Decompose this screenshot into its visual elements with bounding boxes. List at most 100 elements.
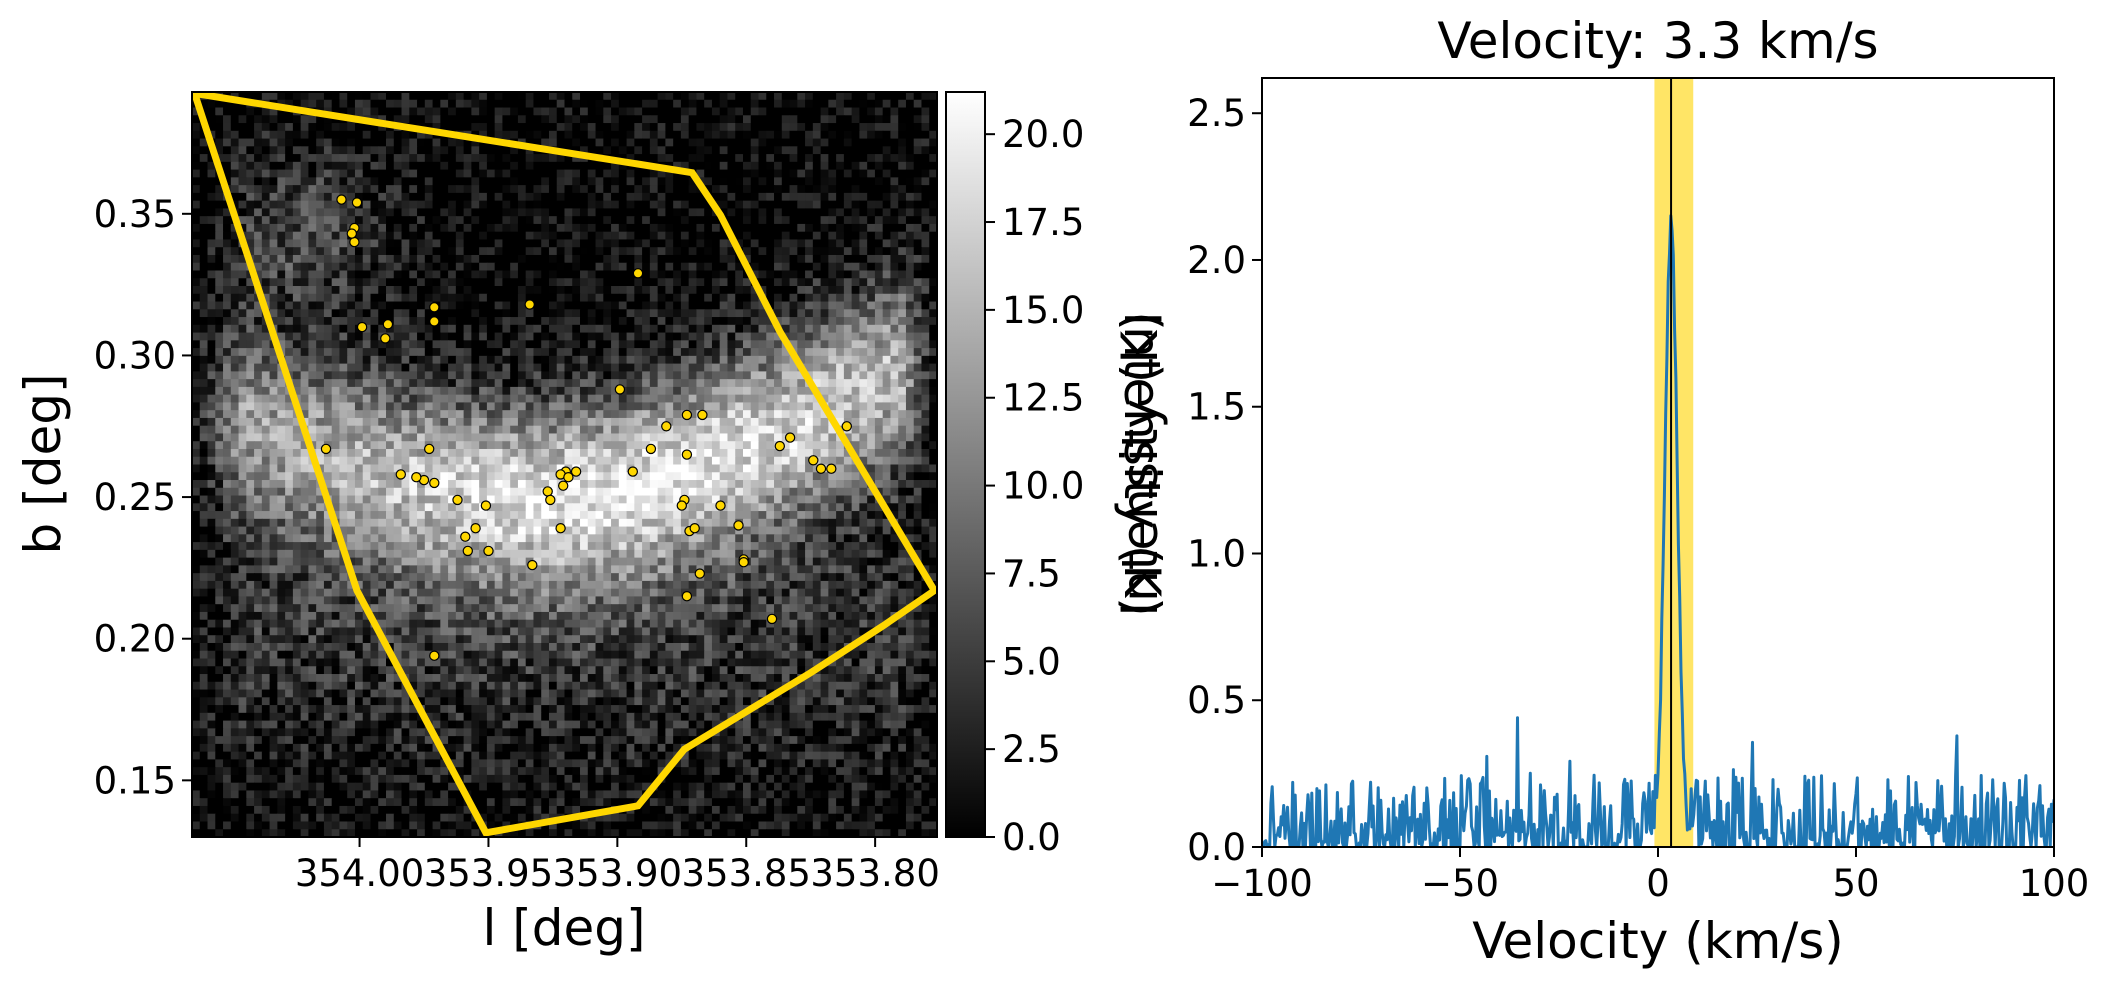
source-marker (424, 443, 435, 455)
colorbar-label: Intensity (K) (1111, 311, 1169, 616)
source-marker (697, 409, 708, 421)
source-marker (545, 494, 556, 506)
source-marker (349, 236, 360, 248)
colorbar-tick-label: 0.0 (1002, 816, 1061, 859)
spectrum-line (1262, 214, 2054, 847)
map-y-ticks: 0.15 0.20 0.25 0.30 0.35 (94, 193, 192, 802)
map-x-tick-label: 353.80 (810, 852, 939, 895)
source-marker (356, 321, 368, 333)
colorbar-tick-label: 15.0 (1002, 289, 1084, 332)
source-marker (462, 545, 473, 557)
colorbar-tick-label: 17.5 (1002, 201, 1084, 244)
source-marker (480, 500, 492, 511)
colorbar-label-mirrored: Intensity (K) (1113, 311, 1171, 616)
colorbar-tick-label: 12.5 (1002, 377, 1084, 420)
source-marker (346, 228, 357, 239)
map-y-axis-label: b [deg] (14, 374, 72, 555)
source-marker (429, 477, 440, 489)
source-marker (429, 316, 440, 327)
source-marker (320, 443, 332, 455)
colorbar-tick-label: 20.0 (1002, 113, 1084, 156)
source-marker (627, 466, 639, 477)
source-marker (738, 557, 749, 568)
source-marker (681, 409, 693, 421)
spectrum-y-tick-label: 0.5 (1187, 679, 1246, 722)
source-marker (645, 443, 657, 455)
spectrum-x-tick-label: 0 (1646, 862, 1670, 905)
source-marker (483, 545, 494, 557)
source-marker (784, 432, 796, 443)
source-marker (452, 494, 463, 506)
spectrum-y-tick-label: 1.5 (1187, 386, 1246, 429)
source-marker (570, 466, 582, 477)
spectrum-x-tick-label: −100 (1211, 862, 1313, 905)
source-marker (382, 319, 394, 330)
map-overlay (192, 92, 937, 837)
source-marker (524, 299, 535, 310)
source-marker (815, 463, 827, 474)
source-marker (733, 520, 744, 531)
map-x-tick-label: 353.85 (682, 852, 811, 895)
spectrum-y-ticks: 0.0 0.5 1.0 1.5 2.0 2.5 (1187, 92, 1262, 869)
source-marker (470, 523, 481, 534)
source-marker (429, 650, 440, 661)
source-marker (826, 463, 837, 474)
colorbar-tick-label: 2.5 (1002, 728, 1061, 771)
intensity-map (192, 92, 937, 837)
map-x-axis-label: l [deg] (482, 899, 645, 957)
map-y-tick-label: 0.20 (94, 618, 176, 661)
source-marker (766, 613, 778, 625)
map-y-tick-label: 0.25 (94, 476, 176, 519)
source-marker (681, 591, 693, 602)
source-marker (661, 421, 672, 432)
source-marker (395, 469, 406, 480)
map-y-tick-label: 0.15 (94, 759, 176, 802)
map-x-tick-label: 353.95 (424, 852, 553, 895)
spectrum-x-axis-label: Velocity (km/s) (1472, 912, 1844, 970)
colorbar: 0.0 2.5 5.0 7.5 10.0 12.5 15.0 17.5 20.0 Intensi… (945, 91, 1171, 859)
map-frame (191, 91, 938, 838)
spectrum-y-tick-label: 2.5 (1187, 92, 1246, 135)
source-marker (632, 268, 644, 279)
map-y-tick-label: 0.30 (94, 334, 176, 377)
source-marker (527, 559, 538, 571)
colorbar-tick-label: 10.0 (1002, 465, 1084, 508)
source-marker (558, 480, 569, 491)
colorbar-gradient (945, 91, 986, 838)
region-polygon (192, 92, 937, 837)
spectrum-title: Velocity: 3.3 km/s (1437, 12, 1878, 70)
spectrum-y-tick-label: 2.0 (1187, 239, 1246, 282)
source-marker (694, 568, 706, 579)
spectrum-x-tick-label: 50 (1832, 862, 1879, 905)
source-marker (429, 302, 440, 313)
source-marker (841, 421, 853, 432)
source-marker (808, 455, 819, 466)
source-marker (351, 197, 363, 208)
spectrum-panel: Velocity: 3.3 km/s −100 −50 0 50 100 0.0 0.5 1… (1187, 12, 2089, 970)
spectrum-y-tick-label: 0.0 (1187, 826, 1246, 869)
spectrum-y-tick-label: 1.0 (1187, 532, 1246, 575)
source-marker (336, 194, 347, 205)
spectrum-x-tick-label: 100 (2019, 862, 2090, 905)
colorbar-tick-label: 7.5 (1002, 552, 1061, 595)
spectrum-plot (1262, 78, 2054, 847)
map-x-tick-label: 354.00 (295, 852, 424, 895)
source-marker (380, 333, 391, 344)
source-marker (542, 486, 553, 497)
colorbar-tick-label: 5.0 (1002, 640, 1061, 683)
source-marker (555, 523, 566, 534)
colorbar-ticks: 0.0 2.5 5.0 7.5 10.0 12.5 15.0 17.5 20.0 (985, 113, 1084, 859)
spectrum-x-tick-label: −50 (1421, 862, 1499, 905)
source-marker (676, 500, 688, 511)
source-marker (563, 472, 574, 483)
map-y-tick-label: 0.35 (94, 193, 176, 236)
source-marker (614, 384, 626, 395)
source-marker (715, 500, 726, 511)
map-panel: 354.00 353.95 353.90 353.85 353.80 0.150.200… (14, 91, 940, 957)
map-x-ticks: 354.00 353.95 353.90 353.85 353.80 (295, 837, 940, 895)
map-x-tick-label: 353.90 (553, 852, 682, 895)
source-marker (689, 523, 700, 534)
source-marker (774, 440, 786, 452)
source-marker (460, 531, 471, 542)
